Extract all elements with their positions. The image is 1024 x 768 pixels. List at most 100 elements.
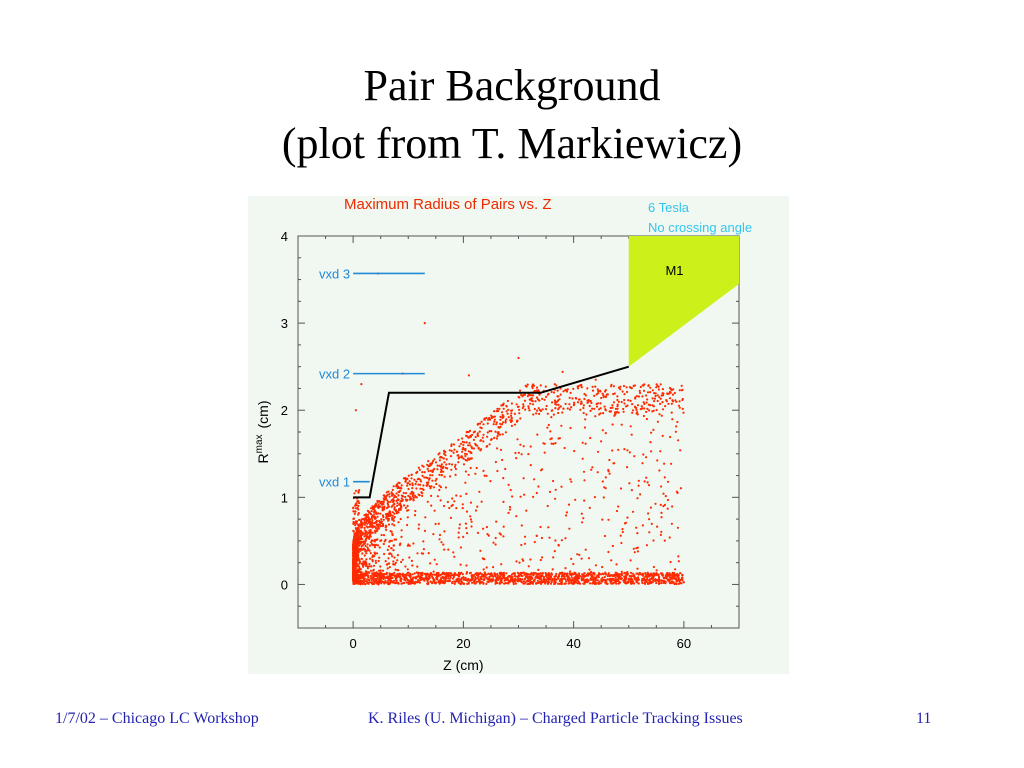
data-point (440, 466, 443, 469)
data-point (546, 581, 549, 584)
data-point (468, 572, 472, 575)
data-point (411, 482, 414, 485)
data-point (517, 451, 520, 454)
data-point (652, 575, 655, 578)
data-point (570, 576, 573, 579)
data-point (677, 404, 680, 407)
data-point (399, 517, 402, 521)
data-point (435, 576, 438, 579)
data-point (539, 576, 542, 579)
data-point (377, 559, 380, 563)
data-point (546, 426, 549, 429)
data-point (521, 558, 524, 561)
data-point (358, 570, 361, 574)
data-point (629, 559, 632, 562)
data-point (406, 504, 409, 508)
data-point (492, 423, 495, 426)
data-point (495, 520, 498, 523)
data-point (647, 572, 650, 575)
data-point (358, 535, 361, 538)
data-point (651, 389, 654, 392)
data-point (514, 451, 517, 455)
data-point (517, 580, 520, 583)
data-point (524, 408, 527, 411)
data-point (538, 393, 541, 396)
y-tick-label: 1 (281, 490, 288, 505)
data-point (496, 573, 499, 576)
data-point (594, 385, 597, 388)
data-point (448, 449, 451, 452)
data-point (588, 582, 592, 585)
data-point (482, 574, 485, 577)
data-point (589, 436, 592, 440)
data-point (421, 487, 424, 490)
data-point (616, 405, 619, 408)
data-point (639, 493, 642, 496)
data-point (377, 527, 380, 530)
data-point (510, 412, 513, 415)
data-point (614, 411, 617, 414)
data-point (647, 384, 650, 387)
data-point (505, 410, 508, 413)
data-point (547, 423, 550, 427)
data-point (650, 431, 653, 434)
data-point (603, 575, 606, 579)
data-point (539, 525, 542, 529)
data-point (390, 530, 393, 533)
data-point (666, 392, 669, 395)
data-point (364, 540, 367, 543)
data-point (502, 415, 505, 418)
data-point (681, 573, 684, 577)
data-point (524, 577, 527, 580)
data-point (598, 572, 601, 575)
data-point (659, 397, 662, 400)
data-point (387, 515, 390, 518)
data-point (601, 565, 604, 569)
data-point (367, 521, 370, 524)
data-point (654, 579, 657, 582)
data-point (455, 507, 458, 510)
data-point (479, 549, 482, 552)
data-point (537, 485, 540, 488)
data-point (527, 453, 530, 456)
data-point (378, 546, 381, 549)
data-point (659, 450, 662, 453)
data-point (360, 557, 363, 560)
data-point (376, 538, 379, 541)
data-point (394, 582, 397, 585)
data-point (487, 534, 490, 537)
data-point (399, 508, 402, 511)
data-point (352, 506, 355, 509)
data-point (358, 502, 361, 505)
data-point (493, 572, 496, 575)
data-point (393, 496, 396, 499)
data-point (356, 553, 359, 556)
data-point (435, 578, 439, 581)
data-point (617, 400, 620, 403)
data-point (465, 430, 468, 433)
data-point (389, 581, 392, 584)
data-point (604, 476, 607, 479)
data-point (394, 561, 397, 564)
data-point (396, 485, 399, 488)
data-point (457, 577, 460, 580)
data-point (387, 523, 391, 526)
data-point (663, 539, 666, 542)
data-point (475, 572, 478, 575)
data-point (430, 462, 433, 465)
data-point (470, 520, 473, 523)
data-point (400, 577, 403, 581)
data-point (626, 516, 629, 519)
data-point (534, 400, 537, 403)
data-point (603, 405, 606, 408)
data-point (541, 408, 544, 411)
data-point (392, 503, 395, 506)
data-point (423, 579, 426, 582)
data-point (475, 580, 479, 583)
data-point (522, 403, 525, 406)
data-point (654, 392, 657, 395)
data-point (579, 402, 582, 405)
data-point (544, 579, 547, 583)
data-point (442, 543, 445, 546)
data-point (460, 571, 463, 574)
